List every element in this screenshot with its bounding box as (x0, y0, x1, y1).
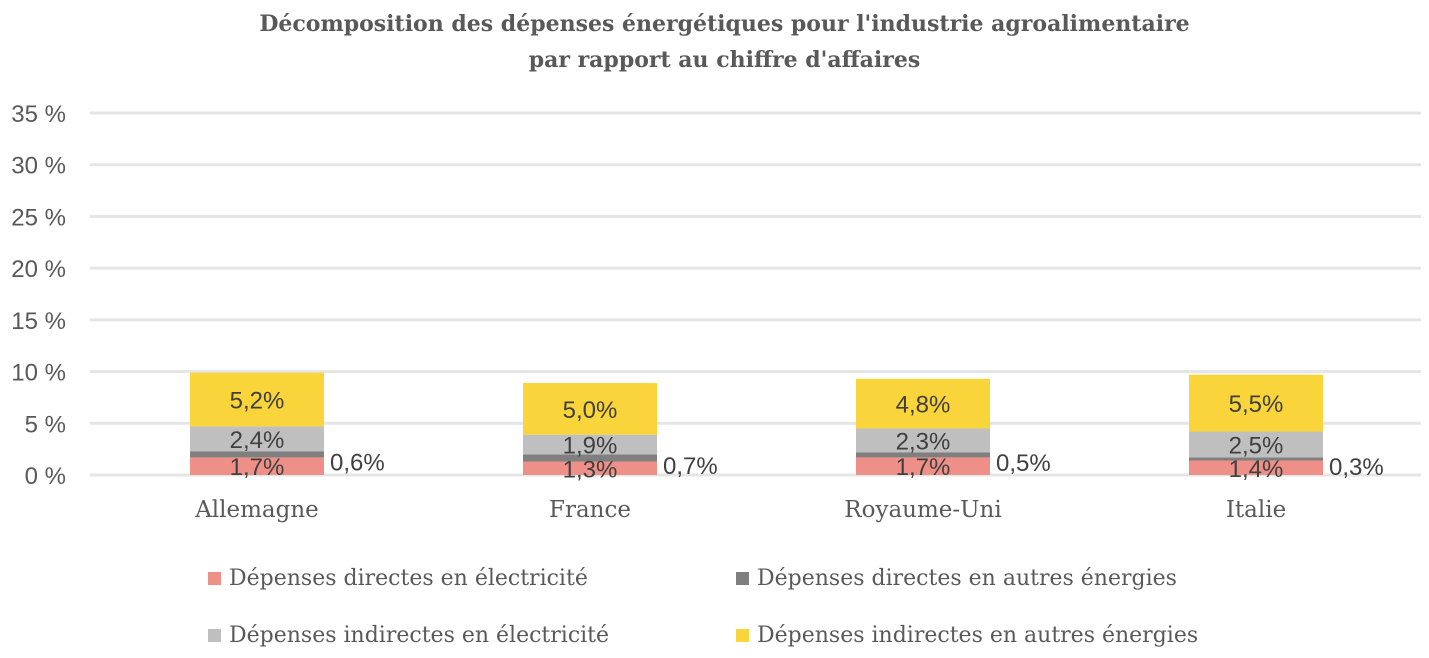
data-label-3-series-3: 5,5% (1229, 391, 1284, 418)
bar-0-series-2 (190, 426, 324, 452)
data-label-1-series-0: 1,3% (563, 456, 618, 483)
bar-0-series-0 (190, 457, 324, 475)
data-label-1-series-3: 5,0% (563, 397, 618, 424)
x-category-label-1: France (549, 497, 631, 523)
data-label-0-series-0: 1,7% (230, 454, 285, 481)
y-tick-label-15: 15 % (11, 308, 66, 335)
bar-1-series-3 (523, 382, 657, 435)
data-label-0-series-3: 5,2% (230, 387, 285, 414)
data-label-3-series-2: 2,5% (1229, 432, 1284, 459)
x-category-label-0: Allemagne (194, 497, 319, 523)
data-label-2-series-2: 2,3% (896, 428, 951, 455)
y-tick-label-25: 25 % (11, 204, 66, 231)
data-label-1-series-1: 0,7% (663, 453, 718, 480)
data-label-2-series-3: 4,8% (896, 392, 951, 419)
bar-2-series-2 (856, 428, 990, 453)
data-label-1-series-2: 1,9% (563, 432, 618, 459)
y-tick-label-20: 20 % (11, 256, 66, 283)
bar-3-series-1 (1189, 457, 1323, 461)
bar-2-series-0 (856, 457, 990, 475)
x-category-label-3: Italie (1226, 497, 1286, 523)
y-tick-label-30: 30 % (11, 153, 66, 180)
y-tick-label-0: 0 % (25, 463, 66, 490)
data-label-3-series-0: 1,4% (1229, 456, 1284, 483)
bar-1-series-0 (523, 461, 657, 475)
bar-3-series-3 (1189, 374, 1323, 432)
data-label-3-series-1: 0,3% (1329, 454, 1384, 481)
data-label-0-series-2: 2,4% (230, 427, 285, 454)
bar-0-series-3 (190, 372, 324, 427)
bar-3-series-2 (1189, 431, 1323, 458)
chart-title: Décomposition des dépenses énergétiques … (0, 6, 1429, 78)
y-tick-label-35: 35 % (11, 101, 66, 128)
data-label-2-series-1: 0,5% (996, 450, 1051, 477)
data-label-0-series-1: 0,6% (330, 449, 385, 476)
bar-1-series-2 (523, 434, 657, 455)
chart-title-line-2: par rapport au chiffre d'affaires (528, 47, 921, 73)
chart-title-line-1: Décomposition des dépenses énergétiques … (259, 11, 1190, 37)
data-label-2-series-0: 1,7% (896, 454, 951, 481)
bar-1-series-1 (523, 454, 657, 462)
y-tick-label-10: 10 % (11, 360, 66, 387)
bar-0-series-1 (190, 451, 324, 458)
x-category-label-2: Royaume-Uni (844, 497, 1001, 523)
y-tick-label-5: 5 % (25, 411, 66, 438)
bar-2-series-1 (856, 452, 990, 458)
bar-3-series-0 (1189, 460, 1323, 475)
bar-2-series-3 (856, 378, 990, 429)
